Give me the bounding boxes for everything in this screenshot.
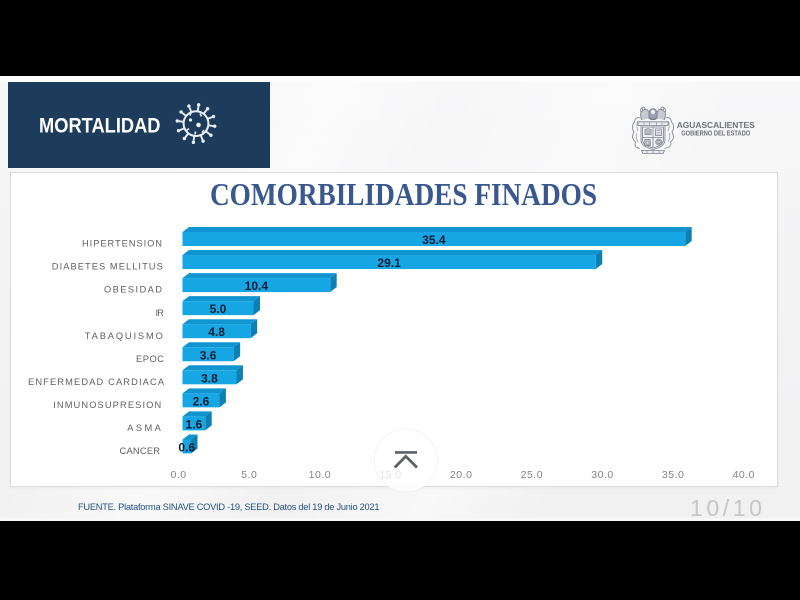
svg-text:AGUASCALIENTES: AGUASCALIENTES xyxy=(677,120,755,130)
svg-text:30.0: 30.0 xyxy=(591,469,613,481)
svg-text:35.0: 35.0 xyxy=(662,469,684,481)
svg-text:10/10: 10/10 xyxy=(690,495,766,521)
svg-text:INMUNOSUPRESION: INMUNOSUPRESION xyxy=(53,400,162,410)
svg-text:5.0: 5.0 xyxy=(210,302,227,316)
svg-text:2.6: 2.6 xyxy=(193,394,210,408)
svg-text:0.6: 0.6 xyxy=(178,440,195,454)
svg-text:0.0: 0.0 xyxy=(171,469,187,481)
svg-text:20.0: 20.0 xyxy=(450,469,472,481)
svg-text:MORTALIDAD: MORTALIDAD xyxy=(39,115,161,138)
svg-text:35.4: 35.4 xyxy=(422,233,446,247)
svg-text:TABAQUISMO: TABAQUISMO xyxy=(85,331,165,341)
svg-text:10.4: 10.4 xyxy=(245,279,269,293)
svg-text:25.0: 25.0 xyxy=(521,469,543,481)
svg-text:3.8: 3.8 xyxy=(201,371,218,385)
svg-text:4.8: 4.8 xyxy=(208,325,225,339)
svg-text:DIABETES MELLITUS: DIABETES MELLITUS xyxy=(52,262,164,272)
svg-text:5.0: 5.0 xyxy=(241,469,257,481)
svg-text:CANCER: CANCER xyxy=(120,446,161,456)
svg-text:IR: IR xyxy=(156,308,165,318)
svg-text:ENFERMEDAD CARDIACA: ENFERMEDAD CARDIACA xyxy=(28,377,165,387)
svg-text:ASMA: ASMA xyxy=(127,423,163,433)
svg-text:COMORBILIDADES FINADOS: COMORBILIDADES FINADOS xyxy=(210,176,597,212)
svg-text:1.6: 1.6 xyxy=(186,417,203,431)
svg-text:29.1: 29.1 xyxy=(377,256,401,270)
svg-text:3.6: 3.6 xyxy=(200,348,217,362)
svg-text:EPOC: EPOC xyxy=(136,354,165,364)
svg-text:GOBIERNO DEL ESTADO: GOBIERNO DEL ESTADO xyxy=(681,130,750,137)
svg-text:OBESIDAD: OBESIDAD xyxy=(104,285,163,295)
svg-text:HIPERTENSION: HIPERTENSION xyxy=(82,239,163,249)
svg-text:10.0: 10.0 xyxy=(309,469,331,481)
svg-text:FUENTE. Plataforma SINAVE COVI: FUENTE. Plataforma SINAVE COVID -19, SEE… xyxy=(78,502,380,512)
svg-text:40.0: 40.0 xyxy=(733,469,755,481)
